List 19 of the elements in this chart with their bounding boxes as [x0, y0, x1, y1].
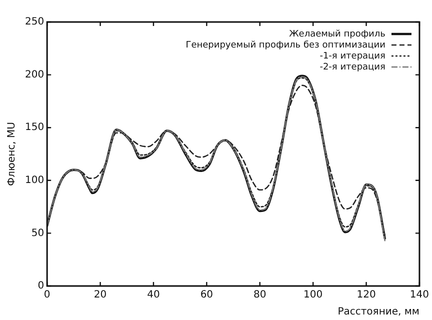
y-tick-label: 100	[24, 174, 44, 186]
x-tick-label: 40	[147, 290, 160, 301]
x-axis-title: Расстояние, мм	[338, 306, 420, 318]
legend-label: -2-я итерация	[320, 62, 386, 72]
legend-label: Желаемый профиль	[289, 29, 386, 40]
legend-label: Генерируемый профиль без оптимизации	[186, 40, 386, 50]
y-tick-label: 0	[38, 280, 44, 292]
x-tick-label: 140	[410, 290, 430, 301]
y-axis-title: Флюенс, MU	[6, 122, 18, 186]
x-tick-label: 100	[304, 290, 323, 301]
x-tick-label: 120	[356, 290, 376, 301]
x-tick-label: 20	[94, 290, 107, 301]
legend-label: -1-я итерация	[320, 51, 386, 62]
y-tick-label: 200	[24, 69, 44, 80]
y-tick-label: 50	[31, 228, 44, 239]
x-tick-label: 60	[200, 290, 214, 301]
y-tick-label: 250	[24, 16, 44, 28]
x-tick-label: 80	[254, 290, 266, 301]
y-tick-label: 150	[24, 122, 44, 134]
